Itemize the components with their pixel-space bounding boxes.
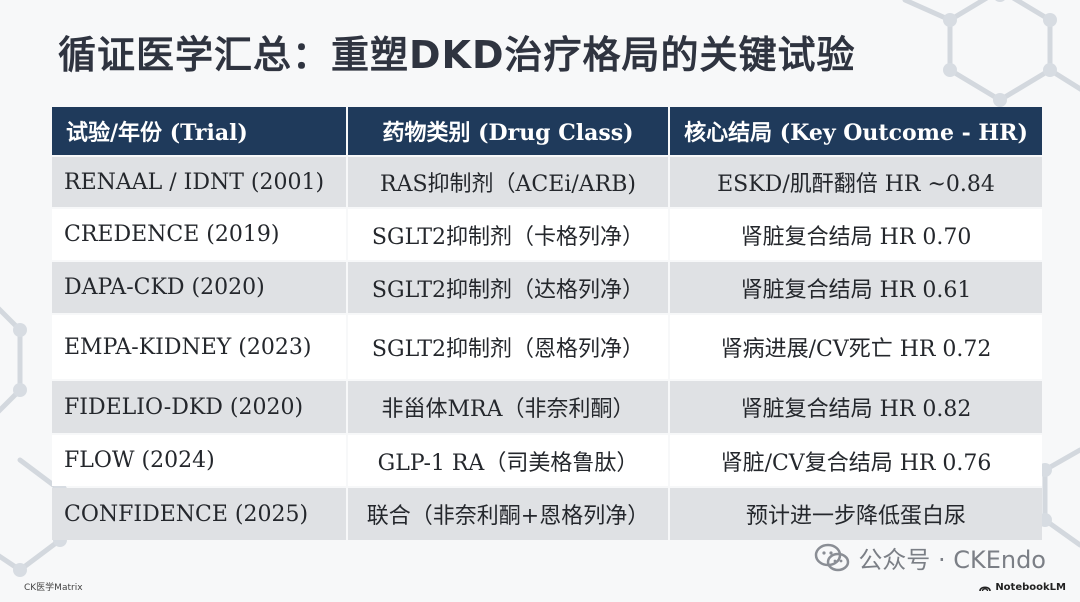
footer-left-label: CK医学Matrix (24, 583, 83, 593)
table-row: DAPA-CKD (2020) SGLT2抑制剂（达格列净） 肾脏复合结局 HR… (52, 262, 1042, 313)
cell-drug-class: 非甾体MRA（非奈利酮） (348, 381, 670, 433)
table-row: RENAAL / IDNT (2001) RAS抑制剂（ACEi/ARB) ES… (52, 157, 1042, 207)
cell-outcome: 预计进一步降低蛋白尿 (670, 488, 1042, 540)
table-row: EMPA-KIDNEY (2023) SGLT2抑制剂（恩格列净） 肾病进展/C… (52, 315, 1042, 379)
table-header-row: 试验/年份 (Trial) 药物类别 (Drug Class) 核心结局 (Ke… (52, 107, 1042, 155)
trials-table: 试验/年份 (Trial) 药物类别 (Drug Class) 核心结局 (Ke… (52, 105, 1042, 542)
wechat-icon (815, 543, 850, 571)
cell-outcome: 肾脏复合结局 HR 0.70 (670, 209, 1042, 260)
table-row: CREDENCE (2019) SGLT2抑制剂（卡格列净） 肾脏复合结局 HR… (52, 209, 1042, 260)
table-row: FLOW (2024) GLP-1 RA（司美格鲁肽） 肾脏/CV复合结局 HR… (52, 435, 1042, 486)
watermark-text: 公众号 · CKEndo (858, 546, 1046, 574)
cell-drug-class: 联合（非奈利酮+恩格列净） (348, 488, 670, 540)
header-key-outcome: 核心结局 (Key Outcome - HR) (670, 107, 1042, 155)
cell-trial: RENAAL / IDNT (2001) (52, 157, 348, 207)
cell-drug-class: SGLT2抑制剂（卡格列净） (348, 209, 670, 260)
header-drug-class: 药物类别 (Drug Class) (348, 107, 670, 155)
cell-outcome: 肾脏复合结局 HR 0.61 (670, 262, 1042, 313)
wechat-watermark: 公众号 · CKEndo (814, 540, 1046, 575)
cell-trial: DAPA-CKD (2020) (52, 262, 348, 313)
cell-trial: FLOW (2024) (52, 435, 348, 486)
cell-drug-class: RAS抑制剂（ACEi/ARB) (348, 157, 670, 207)
cell-outcome: 肾脏/CV复合结局 HR 0.76 (670, 435, 1042, 486)
cell-trial: FIDELIO-DKD (2020) (52, 381, 348, 433)
cell-drug-class: GLP-1 RA（司美格鲁肽） (348, 435, 670, 486)
cell-outcome: 肾脏复合结局 HR 0.82 (670, 381, 1042, 433)
slide-title: 循证医学汇总：重塑DKD治疗格局的关键试验 (58, 33, 856, 77)
cell-drug-class: SGLT2抑制剂（恩格列净） (348, 315, 670, 379)
cell-trial: CREDENCE (2019) (52, 209, 348, 260)
notebooklm-label: NotebookLM (995, 582, 1066, 593)
notebooklm-icon (979, 586, 992, 592)
cell-trial: EMPA-KIDNEY (2023) (52, 315, 348, 379)
cell-drug-class: SGLT2抑制剂（达格列净） (348, 262, 670, 313)
cell-outcome: 肾病进展/CV死亡 HR 0.72 (670, 315, 1042, 379)
header-trial: 试验/年份 (Trial) (52, 107, 348, 155)
table-row: FIDELIO-DKD (2020) 非甾体MRA（非奈利酮） 肾脏复合结局 H… (52, 381, 1042, 433)
cell-outcome: ESKD/肌酐翻倍 HR ~0.84 (670, 157, 1042, 207)
notebooklm-badge: NotebookLM (979, 582, 1066, 593)
cell-trial: CONFIDENCE (2025) (52, 488, 348, 540)
trials-table-container: 试验/年份 (Trial) 药物类别 (Drug Class) 核心结局 (Ke… (52, 105, 1042, 542)
table-row: CONFIDENCE (2025) 联合（非奈利酮+恩格列净） 预计进一步降低蛋… (52, 488, 1042, 540)
